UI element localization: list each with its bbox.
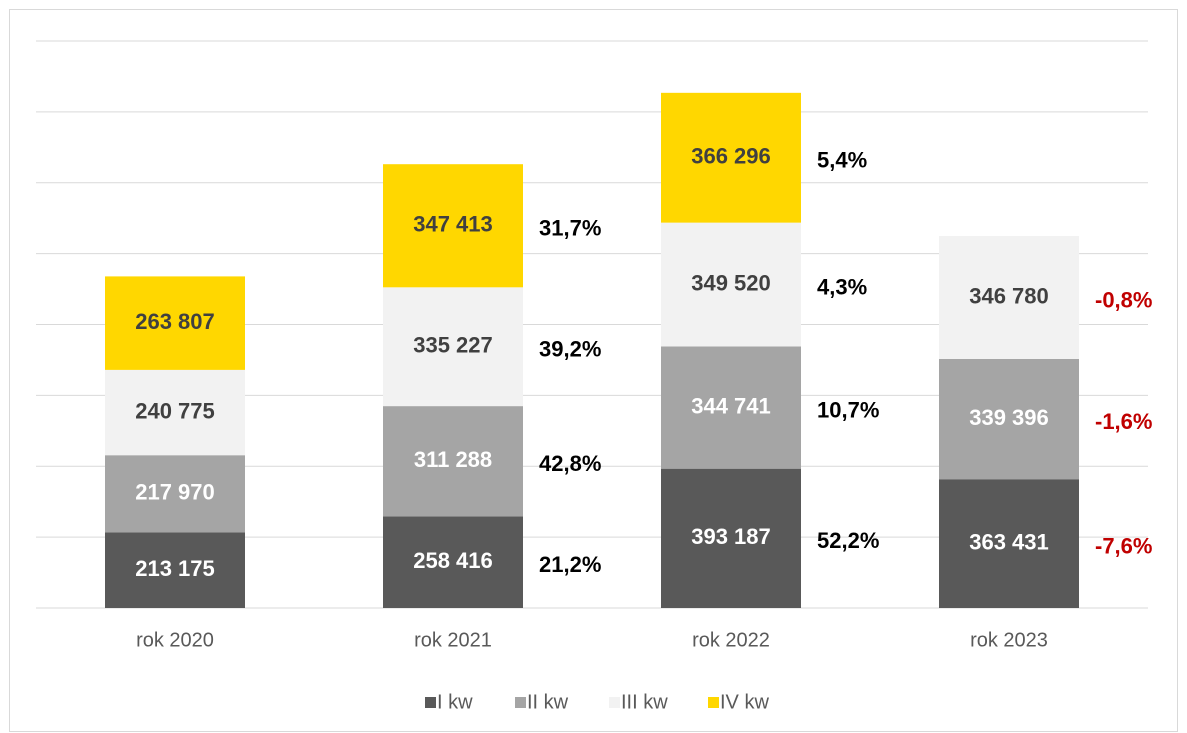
change-label: 4,3% [817, 274, 867, 299]
value-label: 258 416 [413, 548, 493, 573]
value-label: 213 175 [135, 556, 215, 581]
bar-segment [383, 516, 523, 608]
bar-segment [661, 468, 801, 608]
change-label: 21,2% [539, 552, 601, 577]
change-label: 5,4% [817, 148, 867, 173]
bar-segment [105, 369, 245, 456]
value-label: 339 396 [969, 405, 1049, 430]
change-label: -0,8% [1095, 287, 1152, 312]
value-label: 335 227 [413, 333, 493, 358]
value-label: 263 807 [135, 309, 215, 334]
legend-swatch [708, 697, 719, 708]
bar-segment [661, 346, 801, 469]
legend-label: IV kw [720, 691, 769, 713]
value-label: 347 413 [413, 212, 493, 237]
bar-segment [661, 92, 801, 223]
change-label: -1,6% [1095, 409, 1152, 434]
x-tick-label: rok 2023 [970, 629, 1048, 651]
value-label: 344 741 [691, 393, 771, 418]
legend-swatch [609, 697, 620, 708]
change-label: -7,6% [1095, 533, 1152, 558]
value-label: 346 780 [969, 283, 1049, 308]
change-label: 42,8% [539, 451, 601, 476]
bar-segment [383, 406, 523, 517]
x-tick-label: rok 2020 [136, 629, 214, 651]
bar-segment [939, 236, 1079, 359]
bar-segment [939, 479, 1079, 608]
value-label: 363 431 [969, 529, 1049, 554]
legend-label: III kw [621, 691, 668, 713]
bar-segment [105, 455, 245, 533]
value-label: 393 187 [691, 524, 771, 549]
value-label: 217 970 [135, 480, 215, 505]
bar-segment [383, 164, 523, 288]
bar-segment [383, 287, 523, 407]
bar-segment [661, 222, 801, 347]
legend-swatch [425, 697, 436, 708]
value-label: 366 296 [691, 144, 771, 169]
bar-segment [939, 358, 1079, 480]
bar-segment [105, 532, 245, 608]
bar-segment [105, 276, 245, 370]
x-tick-label: rok 2022 [692, 629, 770, 651]
value-label: 240 775 [135, 398, 215, 423]
value-label: 349 520 [691, 270, 771, 295]
x-tick-label: rok 2021 [414, 629, 492, 651]
change-label: 10,7% [817, 397, 879, 422]
legend-label: I kw [437, 691, 473, 713]
change-label: 39,2% [539, 337, 601, 362]
change-label: 52,2% [817, 528, 879, 553]
legend-label: II kw [527, 691, 569, 713]
change-label: 31,7% [539, 216, 601, 241]
value-label: 311 288 [414, 447, 492, 472]
legend-swatch [515, 697, 526, 708]
